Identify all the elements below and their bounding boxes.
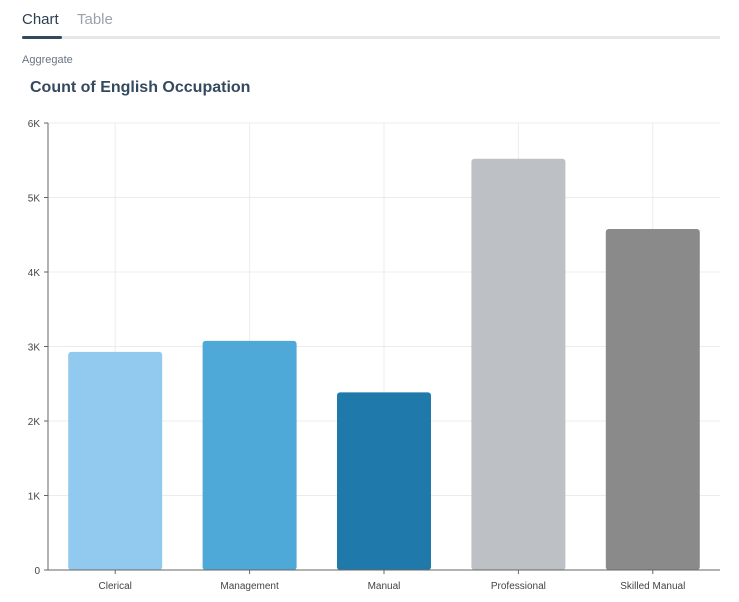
bar-professional	[471, 158, 566, 570]
x-tick-label: Clerical	[99, 581, 132, 592]
x-tick-label: Professional	[491, 581, 546, 592]
bar-management	[202, 340, 297, 570]
y-tick-label: 5K	[28, 194, 41, 205]
y-tick-label: 4K	[28, 268, 41, 279]
y-tick-label: 1K	[28, 492, 41, 503]
aggregate-label: Aggregate	[22, 54, 73, 66]
chart-title: Count of English Occupation	[30, 79, 251, 96]
active-tab-indicator	[22, 36, 62, 39]
bar-manual	[337, 392, 431, 570]
y-tick-label: 2K	[28, 417, 41, 428]
tab-bar: Chart Table	[22, 8, 720, 39]
x-tick-label: Manual	[368, 581, 401, 592]
bar-clerical	[68, 351, 163, 570]
y-tick-label: 6K	[28, 119, 41, 130]
x-tick-label: Skilled Manual	[620, 581, 685, 592]
x-tick-label: Management	[220, 581, 279, 592]
y-tick-label: 0	[34, 566, 40, 577]
bar-skilled-manual	[605, 229, 700, 571]
y-tick-label: 3K	[28, 343, 41, 354]
tab-table[interactable]: Table	[77, 11, 113, 28]
tab-chart[interactable]: Chart	[22, 11, 59, 28]
